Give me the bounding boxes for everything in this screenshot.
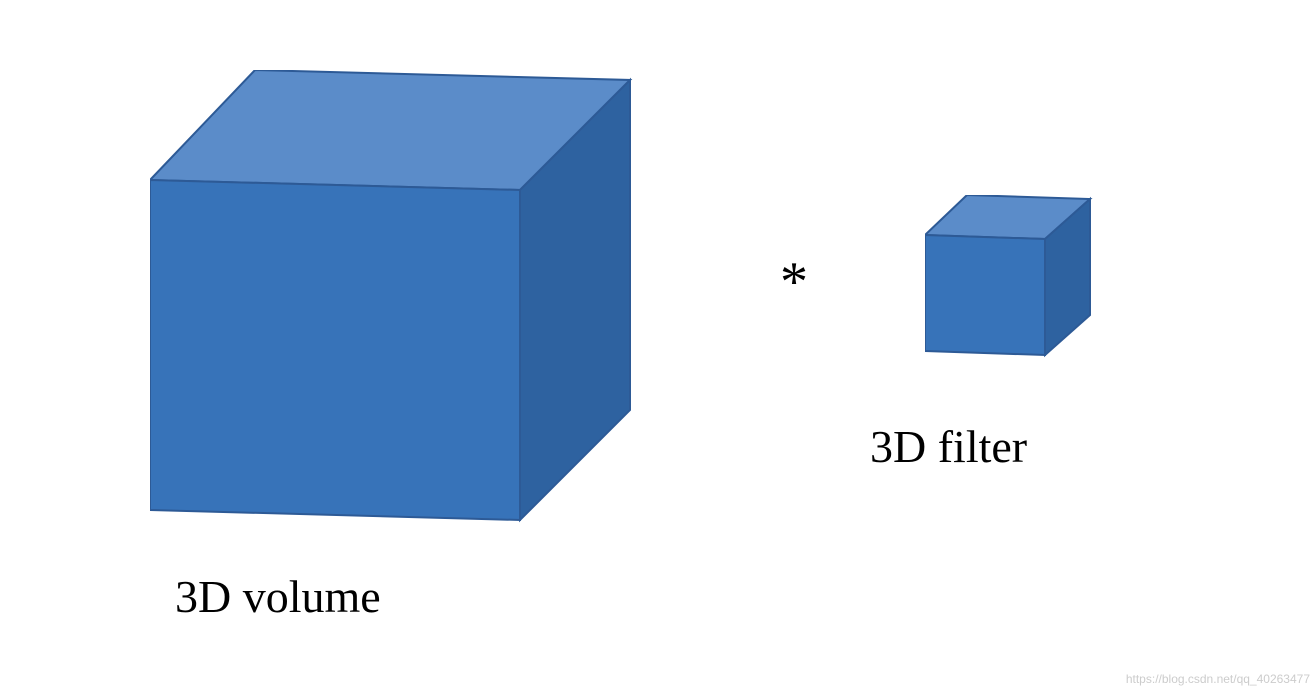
filter-front-face xyxy=(925,235,1045,355)
volume-label: 3D volume xyxy=(175,570,381,623)
filter-cube-svg xyxy=(925,195,1100,370)
convolution-operator: * xyxy=(780,250,808,314)
volume-cube-svg xyxy=(150,70,640,530)
filter-label: 3D filter xyxy=(870,420,1027,473)
volume-cube xyxy=(150,70,640,530)
diagram-canvas: * 3D volume 3D filter https://blog.csdn.… xyxy=(0,0,1314,688)
filter-cube xyxy=(925,195,1100,370)
volume-front-face xyxy=(150,180,520,520)
watermark: https://blog.csdn.net/qq_40263477 xyxy=(1126,672,1310,686)
